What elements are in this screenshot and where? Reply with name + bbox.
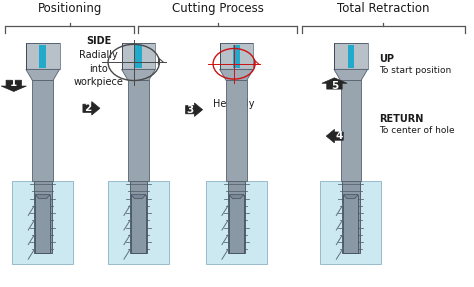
Text: workpiece: workpiece — [74, 77, 124, 88]
Polygon shape — [322, 78, 347, 89]
Bar — [34, 181, 52, 253]
Text: To center of hole: To center of hole — [379, 126, 455, 135]
Text: Positioning: Positioning — [37, 2, 102, 15]
Text: Helically: Helically — [213, 98, 255, 108]
Text: To start position: To start position — [379, 66, 451, 75]
Bar — [228, 181, 245, 253]
Text: 2: 2 — [84, 103, 91, 113]
Bar — [347, 44, 354, 68]
Bar — [334, 43, 367, 69]
Text: UP: UP — [379, 54, 394, 64]
Polygon shape — [1, 80, 27, 92]
Polygon shape — [122, 69, 155, 80]
Polygon shape — [131, 195, 146, 199]
Text: SIDE: SIDE — [86, 36, 111, 46]
Bar — [219, 43, 253, 69]
Polygon shape — [326, 129, 343, 143]
Bar — [131, 195, 146, 253]
Text: RETURN: RETURN — [379, 114, 423, 124]
Polygon shape — [343, 195, 358, 199]
Text: Radially: Radially — [79, 50, 118, 60]
Text: 3: 3 — [186, 105, 193, 115]
Polygon shape — [35, 195, 50, 199]
Text: 1: 1 — [10, 78, 18, 88]
Bar — [229, 195, 244, 253]
Polygon shape — [186, 103, 202, 117]
Text: 5: 5 — [331, 81, 338, 91]
Polygon shape — [334, 69, 367, 80]
Text: UP: UP — [227, 85, 242, 95]
Polygon shape — [26, 69, 60, 80]
Text: Cutting Process: Cutting Process — [172, 2, 264, 15]
Bar — [320, 181, 381, 264]
Bar — [122, 43, 155, 69]
Bar — [135, 44, 142, 68]
Polygon shape — [229, 195, 244, 199]
Bar — [206, 181, 267, 264]
Bar — [128, 80, 149, 181]
Bar — [340, 80, 361, 181]
Bar — [108, 181, 169, 264]
Bar — [233, 44, 240, 68]
Bar — [129, 181, 147, 253]
Text: Total Retraction: Total Retraction — [337, 2, 430, 15]
Bar — [32, 80, 53, 181]
Text: into: into — [89, 63, 108, 73]
Bar — [12, 181, 73, 264]
Bar — [342, 181, 360, 253]
Bar — [226, 80, 246, 181]
Bar — [26, 43, 60, 69]
Bar — [35, 195, 50, 253]
Bar — [39, 44, 46, 68]
Text: 4: 4 — [335, 131, 343, 141]
Polygon shape — [219, 69, 253, 80]
Bar — [343, 195, 358, 253]
Polygon shape — [83, 102, 100, 115]
